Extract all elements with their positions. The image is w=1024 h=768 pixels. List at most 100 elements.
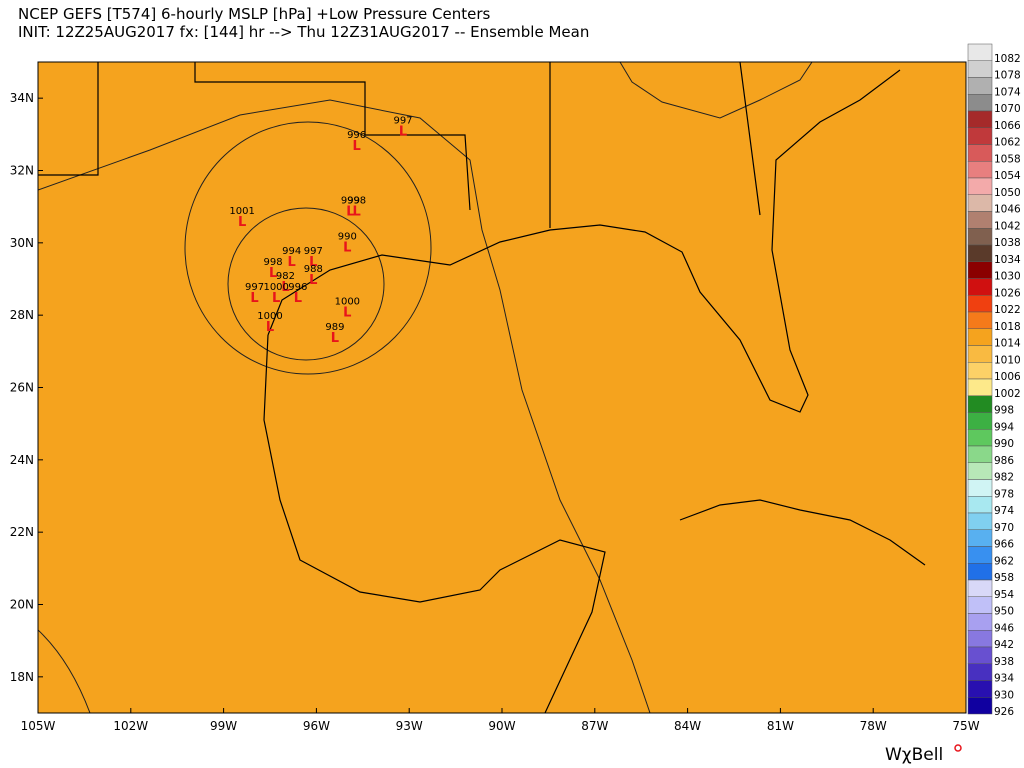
low-pressure-label: 998 — [264, 257, 283, 268]
low-pressure-label: 990 — [338, 231, 357, 242]
low-symbol: L — [331, 331, 339, 346]
colorbar-cell — [967, 295, 993, 313]
colorbar-label: 998 — [994, 405, 1014, 417]
y-tick-label: 20N — [10, 598, 34, 612]
colorbar-label: 962 — [994, 555, 1014, 567]
colorbar-label: 1058 — [994, 153, 1021, 165]
colorbar-label: 1022 — [994, 304, 1021, 316]
colorbar-cell — [967, 311, 993, 329]
colorbar-cell — [967, 362, 993, 380]
low-pressure-label: 982 — [276, 271, 295, 282]
colorbar-cell — [967, 663, 993, 681]
x-tick-label: 78W — [860, 719, 887, 733]
colorbar-cell — [967, 177, 993, 195]
colorbar-label: 1030 — [994, 271, 1021, 283]
colorbar-label: 938 — [994, 656, 1014, 668]
low-pressure-label: 996 — [347, 130, 366, 141]
logo-dot — [954, 744, 962, 752]
y-tick-label: 34N — [10, 91, 34, 105]
low-pressure-label: 1001 — [229, 206, 254, 217]
colorbar-label: 990 — [994, 438, 1014, 450]
colorbar-cell — [967, 596, 993, 614]
low-symbol: L — [288, 255, 296, 270]
colorbar-cell — [967, 579, 993, 597]
low-pressure-label: 1000 — [335, 297, 360, 308]
colorbar-label: 950 — [994, 606, 1014, 618]
field-1018 — [38, 62, 966, 713]
colorbar-cell — [967, 529, 993, 547]
x-tick-label: 102W — [113, 719, 148, 733]
colorbar-cell — [967, 646, 993, 664]
colorbar-cell — [967, 563, 993, 581]
x-tick-label: 105W — [21, 719, 56, 733]
y-tick-label: 30N — [10, 236, 34, 250]
colorbar-cell — [967, 378, 993, 396]
colorbar-label: 1014 — [994, 338, 1021, 350]
colorbar-label: 974 — [994, 505, 1014, 517]
colorbar-cell — [967, 110, 993, 128]
colorbar-cell — [967, 496, 993, 514]
low-symbol: L — [346, 204, 354, 219]
colorbar-label: 926 — [994, 706, 1014, 718]
low-symbol: L — [343, 240, 351, 255]
colorbar-cell — [967, 479, 993, 497]
colorbar-cell — [967, 680, 993, 698]
colorbar-cell — [967, 60, 993, 78]
colorbar: 1082 1078 1074 1070 1066 1062 1058 1054 1050 1046… — [967, 43, 1021, 718]
y-tick-label: 18N — [10, 670, 34, 684]
colorbar-cell — [967, 228, 993, 246]
colorbar-label: 958 — [994, 572, 1014, 584]
colorbar-cell — [967, 261, 993, 279]
colorbar-cell — [967, 697, 993, 715]
colorbar-cell — [967, 630, 993, 648]
subtitle: INIT: 12Z25AUG2017 fx: [144] hr --> Thu … — [18, 23, 589, 41]
colorbar-cell — [967, 512, 993, 530]
y-tick-label: 32N — [10, 164, 34, 178]
colorbar-label: 1002 — [994, 388, 1021, 400]
colorbar-label: 1006 — [994, 371, 1021, 383]
x-tick-label: 90W — [488, 719, 515, 733]
low-pressure-label: 997 — [304, 246, 323, 257]
colorbar-label: 966 — [994, 539, 1014, 551]
low-pressure-label: 994 — [282, 246, 301, 257]
logo: WχBell — [885, 745, 943, 765]
colorbar-cell — [967, 161, 993, 179]
low-symbol: L — [309, 255, 317, 270]
colorbar-cell — [967, 462, 993, 480]
y-tick-label: 24N — [10, 453, 34, 467]
low-symbol: L — [250, 291, 258, 306]
x-tick-label: 93W — [396, 719, 423, 733]
field-1014 — [38, 99, 651, 713]
colorbar-cell — [967, 43, 993, 61]
colorbar-label: 1054 — [994, 170, 1021, 182]
colorbar-label: 1010 — [994, 354, 1021, 366]
colorbar-cell — [967, 127, 993, 145]
colorbar-label: 930 — [994, 689, 1014, 701]
colorbar-cell — [967, 144, 993, 162]
colorbar-label: 1062 — [994, 137, 1021, 149]
colorbar-cell — [967, 94, 993, 112]
low-symbol: L — [294, 291, 302, 306]
coastline — [263, 334, 606, 713]
colorbar-cell — [967, 278, 993, 296]
colorbar-cell — [967, 244, 993, 262]
colorbar-cell — [967, 77, 993, 95]
low-symbol: L — [352, 139, 360, 154]
low-symbol: L — [399, 125, 407, 140]
colorbar-cell — [967, 395, 993, 413]
colorbar-label: 982 — [994, 472, 1014, 484]
title: NCEP GEFS [T574] 6-hourly MSLP [hPa] +Lo… — [18, 5, 490, 23]
low-pressure-label: 996 — [288, 282, 307, 293]
field-1022 — [619, 62, 813, 119]
colorbar-label: 1074 — [994, 86, 1021, 98]
y-tick-label: 22N — [10, 525, 34, 539]
low-symbol: L — [281, 280, 289, 295]
colorbar-label: 1050 — [994, 187, 1021, 199]
coastline — [679, 499, 926, 566]
low-pressure-label: 999 — [341, 195, 360, 206]
low-pressure-label: 998 — [347, 195, 366, 206]
low-pressure-label: 1000 — [263, 282, 288, 293]
colorbar-label: 970 — [994, 522, 1014, 534]
colorbar-label: 1070 — [994, 103, 1021, 115]
colorbar-label: 1038 — [994, 237, 1021, 249]
